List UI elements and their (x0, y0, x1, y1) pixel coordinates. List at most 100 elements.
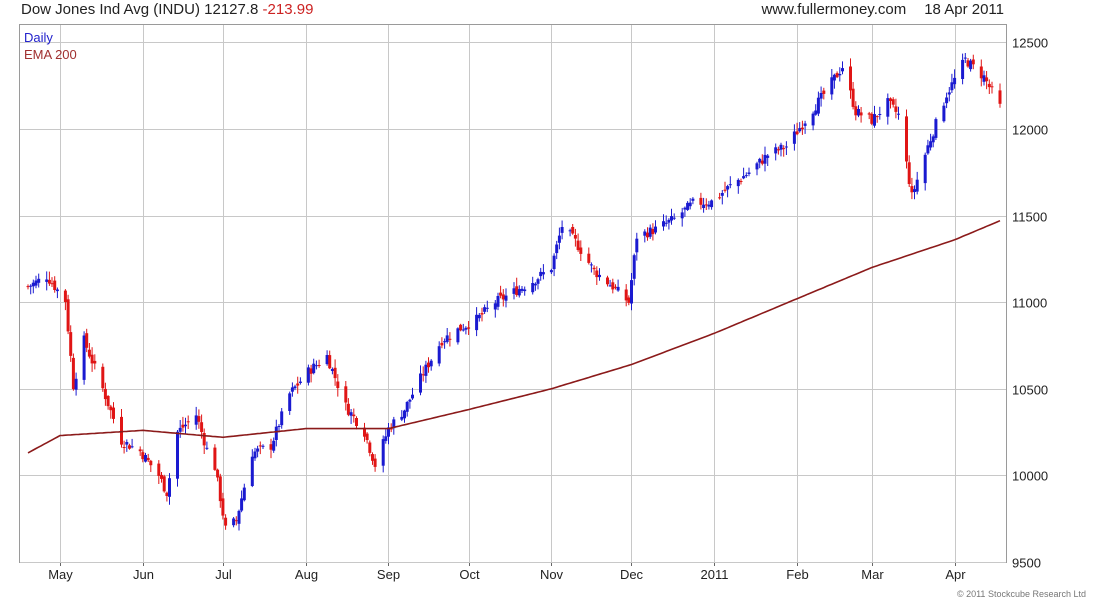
price-change: -213.99 (262, 1, 314, 18)
candle-body (349, 412, 353, 416)
candle-body (427, 362, 430, 368)
candle-body (403, 410, 406, 419)
candle-body (726, 186, 730, 190)
candle-body (646, 232, 649, 238)
candle-body (125, 442, 129, 445)
candle-body (624, 289, 628, 301)
candle-body (31, 282, 35, 287)
candle-body (760, 160, 764, 164)
candle-body (683, 207, 687, 210)
candle-body (355, 418, 358, 426)
candle-body (346, 403, 350, 415)
candle-body (776, 149, 780, 151)
candle-body (202, 433, 206, 446)
candle-body (782, 148, 786, 150)
candle-body (555, 244, 559, 254)
candle-body (627, 297, 631, 303)
candle-body (766, 155, 770, 158)
candle-body (688, 202, 692, 207)
candle-body (710, 200, 714, 208)
candle-body (897, 113, 900, 115)
candle-body (616, 286, 620, 291)
candle-body (290, 387, 294, 392)
candle-body (55, 289, 59, 292)
candle-body (47, 279, 51, 284)
candle-body (493, 303, 497, 310)
candle-body (480, 313, 484, 315)
candle-body (870, 113, 874, 124)
candle-body (774, 147, 778, 154)
candle-body (835, 73, 839, 78)
candle-body (82, 335, 86, 380)
candle-body (648, 227, 652, 237)
candle-body (459, 324, 463, 331)
candle-body (947, 92, 951, 95)
x-tick-label: Nov (540, 567, 564, 582)
candle-body (269, 444, 273, 450)
candle-body (93, 360, 97, 364)
candle-body (830, 77, 834, 95)
candle-body (857, 109, 860, 116)
candle-body (536, 279, 540, 284)
candle-body (598, 274, 601, 278)
x-tick-label: May (48, 567, 73, 582)
candle-body (686, 202, 690, 210)
candle-body (816, 97, 820, 114)
candle-body (961, 59, 965, 79)
candle-body (795, 131, 799, 135)
candle-body (886, 98, 890, 117)
candle-body (926, 145, 930, 154)
candle-body (445, 335, 449, 342)
candle-body (352, 414, 356, 417)
candle-body (234, 520, 238, 522)
candle-body (891, 99, 895, 105)
candle-body (592, 267, 596, 270)
candle-body (240, 498, 244, 511)
candle-body (309, 368, 313, 374)
candle-body (168, 478, 171, 497)
last-price: 12127.8 (204, 1, 259, 18)
ema200-line (27, 219, 1001, 454)
candle-body (483, 307, 487, 312)
candle-body (69, 332, 73, 356)
candle-body (232, 518, 236, 526)
candle-body (728, 184, 732, 186)
candle-body (253, 451, 257, 459)
candle-body (606, 277, 609, 285)
candle-body (662, 221, 665, 227)
x-tick-label: Feb (786, 567, 808, 582)
candle-body (702, 204, 706, 208)
x-tick-label: Jul (215, 567, 232, 582)
candle-body (330, 369, 334, 371)
candle-body (437, 346, 441, 364)
candle-body (496, 296, 500, 307)
candle-body (122, 447, 126, 448)
candle-body (568, 230, 572, 232)
candle-body (576, 240, 580, 250)
source-site-link[interactable]: www.fullermoney.com (761, 1, 907, 18)
candle-body (261, 445, 265, 447)
candle-body (557, 235, 561, 243)
candle-body (501, 294, 505, 300)
candle-body (306, 367, 310, 383)
candle-body (720, 193, 724, 196)
candle-body (184, 424, 187, 427)
candle-body (611, 282, 615, 290)
candle-body (157, 463, 161, 476)
candle-body (680, 212, 684, 219)
candle-body (144, 455, 147, 462)
y-tick-label: 9500 (1012, 556, 1041, 571)
candle-body (573, 235, 577, 239)
candle-body (560, 227, 564, 233)
candle-body (149, 460, 153, 466)
candle-body (971, 59, 975, 65)
candle-body (456, 328, 460, 343)
chart-header-right: www.fullermoney.com 18 Apr 2011 (761, 1, 1004, 18)
candle-body (443, 341, 447, 343)
candle-body (186, 421, 190, 423)
candle-body (867, 113, 871, 115)
candle-body (128, 445, 131, 449)
candle-body (945, 97, 949, 104)
candle-body (873, 114, 876, 126)
